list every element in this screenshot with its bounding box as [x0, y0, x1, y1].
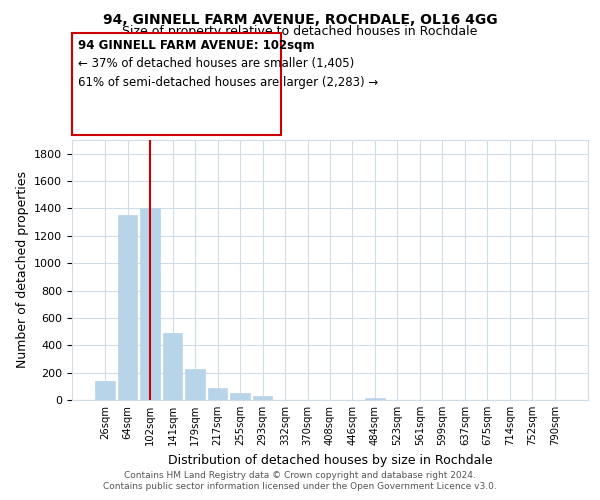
Bar [118, 216, 137, 400]
Bar [208, 388, 227, 400]
Text: 94, GINNELL FARM AVENUE, ROCHDALE, OL16 4GG: 94, GINNELL FARM AVENUE, ROCHDALE, OL16 … [103, 12, 497, 26]
Bar [365, 398, 385, 400]
Y-axis label: Number of detached properties: Number of detached properties [16, 172, 29, 368]
Bar [163, 333, 182, 400]
Text: ← 37% of detached houses are smaller (1,405): ← 37% of detached houses are smaller (1,… [78, 58, 354, 70]
Bar [95, 381, 115, 400]
Bar [253, 396, 272, 400]
Text: Size of property relative to detached houses in Rochdale: Size of property relative to detached ho… [122, 25, 478, 38]
X-axis label: Distribution of detached houses by size in Rochdale: Distribution of detached houses by size … [167, 454, 493, 466]
Bar [140, 208, 160, 400]
Text: 61% of semi-detached houses are larger (2,283) →: 61% of semi-detached houses are larger (… [78, 76, 378, 89]
Text: Contains public sector information licensed under the Open Government Licence v3: Contains public sector information licen… [103, 482, 497, 491]
Text: Contains HM Land Registry data © Crown copyright and database right 2024.: Contains HM Land Registry data © Crown c… [124, 471, 476, 480]
Text: 94 GINNELL FARM AVENUE: 102sqm: 94 GINNELL FARM AVENUE: 102sqm [78, 38, 314, 52]
Bar [230, 393, 250, 400]
Bar [185, 368, 205, 400]
